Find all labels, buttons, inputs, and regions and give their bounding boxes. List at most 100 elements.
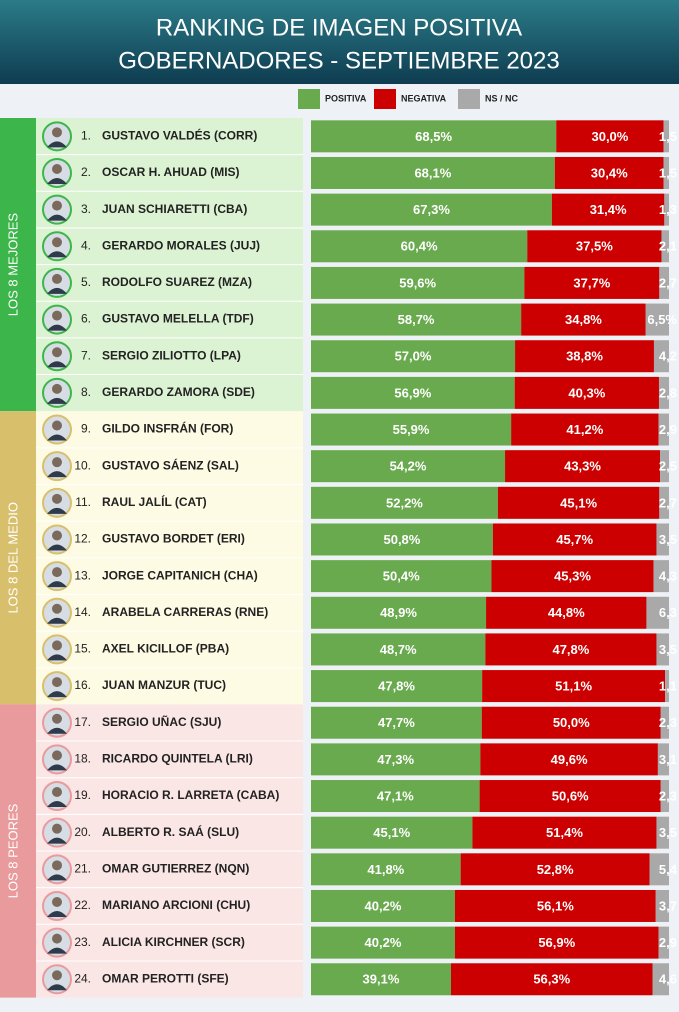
value-label: 51,4%: [546, 825, 583, 840]
bar-segment: [460, 853, 650, 886]
value-label: 3,5: [659, 642, 677, 657]
value-label: 56,1%: [537, 898, 574, 913]
rank-label: 10.: [74, 458, 91, 472]
avatar-body: [47, 801, 67, 808]
bar-segment: [311, 926, 455, 959]
legend-label: NEGATIVA: [401, 93, 447, 103]
avatar-body: [47, 251, 67, 258]
avatar-body: [47, 471, 67, 478]
avatar-head: [52, 163, 62, 174]
value-label: 1,1: [659, 679, 677, 694]
category-label: ALICIA KIRCHNER (SCR): [102, 935, 245, 949]
bar-segment: [655, 889, 669, 922]
category-label: JUAN MANZUR (TUC): [102, 678, 226, 692]
bar-segment: [311, 156, 555, 189]
avatar-body: [47, 507, 67, 514]
value-label: 47,1%: [377, 788, 414, 803]
bar-segment: [311, 670, 483, 703]
avatar-head: [52, 896, 62, 907]
bar-segment: [311, 853, 461, 886]
avatar-head: [52, 823, 62, 834]
legend-label: NS / NC: [485, 93, 519, 103]
bar-segment: [311, 743, 481, 776]
avatar-body: [47, 177, 67, 184]
group-band: [0, 118, 36, 412]
bar-segment: [652, 963, 669, 996]
bar-segment: [521, 303, 646, 336]
value-label: 43,3%: [564, 459, 601, 474]
bar-segment: [311, 560, 492, 593]
value-label: 6,5%: [647, 312, 677, 327]
value-label: 60,4%: [401, 239, 438, 254]
avatar-head: [52, 493, 62, 504]
bar-segment: [649, 853, 669, 886]
legend-swatch: [458, 89, 480, 109]
bar-segment: [311, 633, 486, 666]
bar-segment: [311, 266, 525, 299]
rank-label: 14.: [74, 605, 91, 619]
bar-segment: [515, 340, 654, 373]
bar-segment: [663, 120, 669, 153]
value-label: 34,8%: [565, 312, 602, 327]
bar-segment: [492, 523, 657, 556]
value-label: 40,2%: [365, 935, 402, 950]
bar-segment: [311, 816, 473, 849]
value-label: 50,0%: [553, 715, 590, 730]
bar-segment: [472, 816, 657, 849]
value-label: 52,8%: [537, 862, 574, 877]
value-label: 3,7: [659, 898, 677, 913]
avatar-body: [47, 654, 67, 661]
avatar-head: [52, 420, 62, 431]
value-label: 50,8%: [383, 532, 420, 547]
value-label: 41,8%: [367, 862, 404, 877]
bar-segment: [664, 193, 669, 226]
value-label: 56,9%: [394, 385, 431, 400]
avatar-head: [52, 273, 62, 284]
bar-segment: [497, 486, 660, 519]
value-label: 30,0%: [591, 129, 628, 144]
avatar-body: [47, 874, 67, 881]
value-label: 68,1%: [414, 165, 451, 180]
avatar-body: [47, 214, 67, 221]
value-label: 39,1%: [363, 972, 400, 987]
bar-segment: [311, 193, 552, 226]
bar-segment: [311, 376, 515, 409]
avatar-head: [52, 713, 62, 724]
bar-segment: [311, 340, 516, 373]
bar-segment: [660, 450, 669, 483]
value-label: 59,6%: [399, 275, 436, 290]
value-label: 47,8%: [552, 642, 589, 657]
group-band: [0, 411, 36, 705]
bar-segment: [556, 120, 664, 153]
value-label: 68,5%: [415, 129, 452, 144]
avatar-head: [52, 640, 62, 651]
value-label: 38,8%: [566, 349, 603, 364]
value-label: 1,3: [659, 202, 677, 217]
category-label: GERARDO ZAMORA (SDE): [102, 385, 255, 399]
category-label: JORGE CAPITANICH (CHA): [102, 568, 258, 582]
bar-segment: [645, 303, 669, 336]
value-label: 37,7%: [573, 275, 610, 290]
rank-label: 8.: [81, 385, 91, 399]
avatar-head: [52, 383, 62, 394]
group-label: LOS 8 DEL MEDIO: [5, 502, 20, 614]
avatar-head: [52, 750, 62, 761]
avatar-head: [52, 127, 62, 138]
avatar-body: [47, 581, 67, 588]
value-label: 2,3: [659, 788, 677, 803]
value-label: 2,7: [659, 275, 677, 290]
avatar-head: [52, 603, 62, 614]
avatar-body: [47, 397, 67, 404]
value-label: 55,9%: [393, 422, 430, 437]
value-label: 2,3: [659, 715, 677, 730]
bar-segment: [450, 963, 653, 996]
avatar-body: [47, 764, 67, 771]
avatar-head: [52, 347, 62, 358]
bar-segment: [659, 486, 669, 519]
avatar-body: [47, 947, 67, 954]
value-label: 52,2%: [386, 495, 423, 510]
value-label: 47,7%: [378, 715, 415, 730]
value-label: 40,2%: [365, 898, 402, 913]
rank-label: 24.: [74, 971, 91, 985]
